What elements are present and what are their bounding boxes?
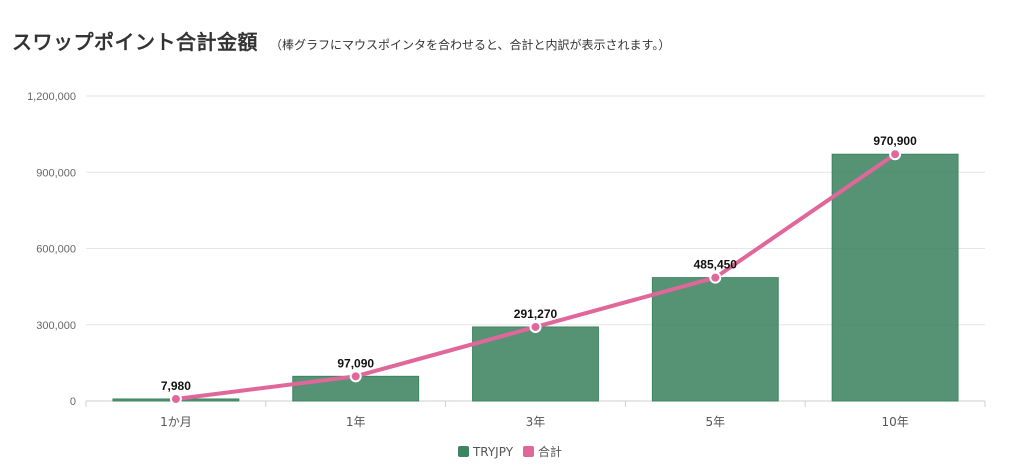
data-label: 97,090 [337, 356, 374, 370]
x-tick-label: 5年 [705, 415, 725, 429]
legend-swatch-line [523, 446, 535, 457]
y-tick-label: 600,000 [36, 244, 76, 256]
x-tick-label: 1年 [346, 415, 366, 429]
legend-label: 合計 [538, 445, 563, 459]
x-tick-label: 1か月 [160, 415, 192, 429]
legend-item-total[interactable]: 合計 [523, 443, 562, 460]
line-point[interactable] [169, 392, 182, 405]
chart-header: スワップポイント合計金額 （棒グラフにマウスポインタを合わせると、合計と内訳が表… [12, 26, 670, 55]
bar[interactable] [831, 153, 959, 402]
y-tick-label: 300,000 [36, 320, 76, 332]
legend-swatch-bar [457, 446, 469, 457]
page-title: スワップポイント合計金額 [12, 30, 258, 54]
y-tick-label: 0 [70, 396, 76, 408]
line-point[interactable] [889, 148, 902, 161]
line-point[interactable] [709, 271, 722, 284]
line-point[interactable] [529, 320, 542, 333]
legend-item-tryjpy[interactable]: TRYJPY [457, 443, 514, 460]
page-subtitle: （棒グラフにマウスポインタを合わせると、合計と内訳が表示されます。） [270, 38, 671, 52]
bar[interactable] [651, 277, 779, 402]
chart-legend: TRYJPY 合計 [0, 443, 1020, 460]
data-label: 7,980 [161, 379, 191, 393]
y-tick-label: 900,000 [36, 167, 76, 179]
y-tick-label: 1,200,000 [27, 91, 76, 103]
x-tick-label: 10年 [881, 415, 908, 429]
legend-label: TRYJPY [472, 444, 514, 459]
data-label: 291,270 [514, 307, 558, 321]
x-tick-label: 3年 [526, 415, 546, 429]
data-label: 485,450 [694, 258, 738, 272]
line-point[interactable] [349, 370, 362, 383]
data-label: 970,900 [873, 134, 917, 148]
